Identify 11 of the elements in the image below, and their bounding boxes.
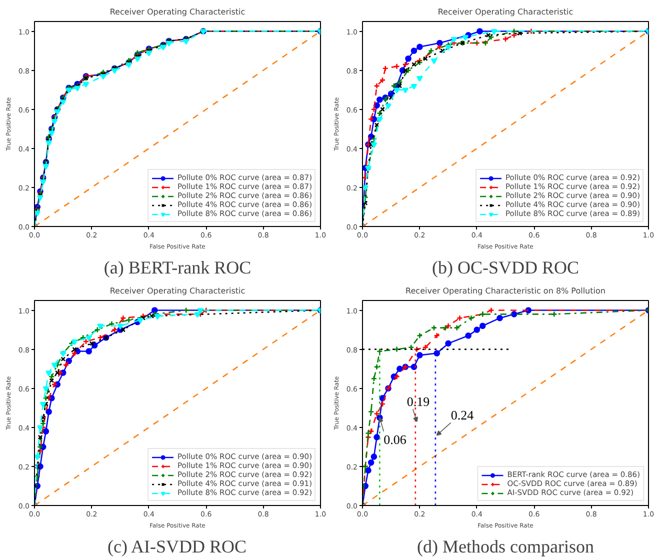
annotation: 0.06 bbox=[384, 432, 407, 448]
text: (c) AI-SVDD ROC bbox=[108, 536, 247, 556]
annotation: 0.19 bbox=[406, 394, 430, 410]
text: (d) Methods comparison bbox=[417, 536, 594, 556]
chart-title: Receiver Operating Characteristic bbox=[438, 8, 574, 16]
text: (b) OC-SVDD ROC bbox=[432, 258, 580, 278]
chart-title: Receiver Operating Characteristic bbox=[110, 8, 246, 16]
annotation: 0.24 bbox=[450, 408, 474, 423]
chart-title: Receiver Operating Characteristic on 8% Pollution bbox=[406, 286, 606, 296]
chart-title: Receiver Operating Characteristic bbox=[110, 286, 246, 296]
text: (a) BERT-rank ROC bbox=[104, 258, 252, 278]
